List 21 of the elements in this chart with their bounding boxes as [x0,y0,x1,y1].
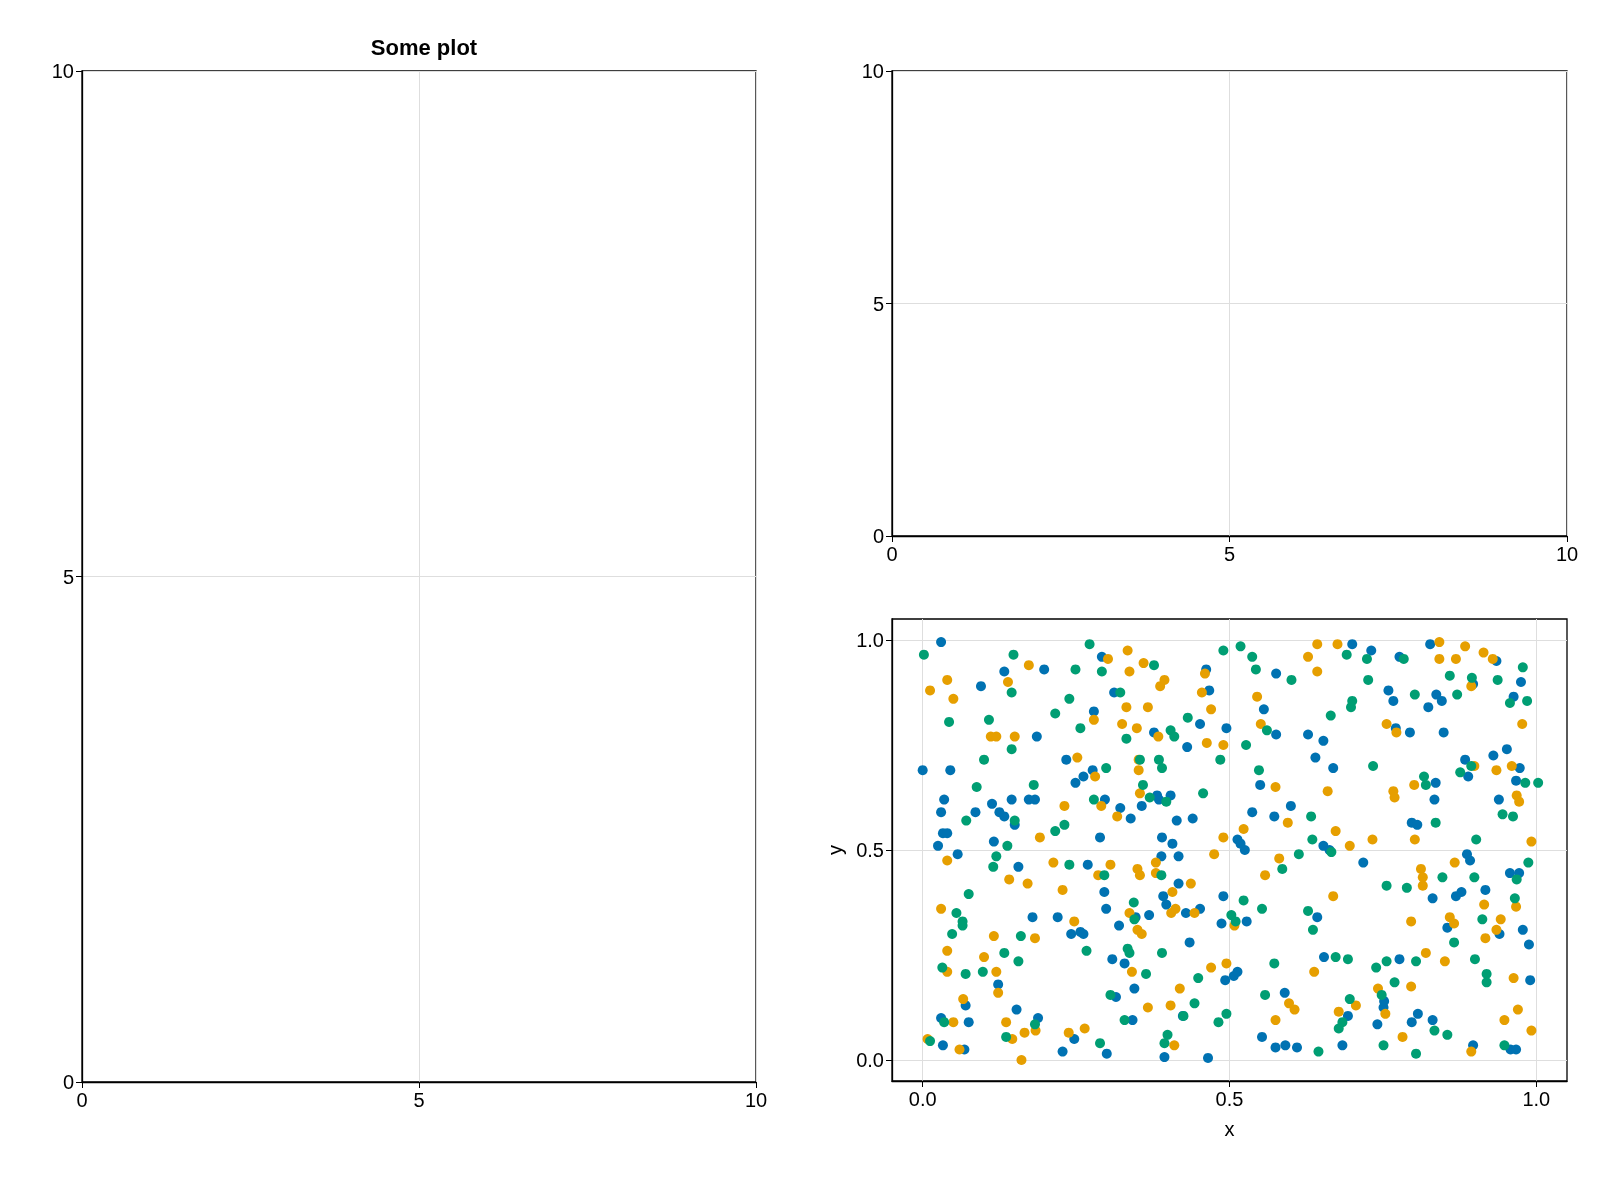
x-axis-title: x [1224,1118,1235,1140]
chart-title: Some plot [370,34,478,60]
y-tick-label: 0 [62,1071,74,1093]
x-tick-label: 1.0 [1522,1088,1551,1110]
x-tick-label: 0 [886,543,898,565]
y-tick-label: 0 [872,525,884,547]
x-tick-label: 5 [413,1089,425,1111]
y-tick-label: 10 [861,60,884,82]
y-tick-label: 5 [62,565,74,588]
x-tick-label: 0 [76,1089,88,1111]
x-tick-label: 5 [1223,543,1236,565]
y-axis-title: y [824,845,847,855]
x-tick-label: 10 [1555,543,1579,565]
y-tick-label: 1.0 [856,629,884,651]
y-tick-label: 0.0 [856,1049,884,1071]
x-tick-label: 0.5 [1215,1088,1244,1110]
y-tick-label: 0.5 [856,839,884,861]
x-tick-label: 0.0 [908,1088,937,1110]
y-tick-label: 10 [51,60,74,82]
x-tick-label: 10 [744,1089,768,1111]
y-tick-label: 5 [872,292,884,315]
